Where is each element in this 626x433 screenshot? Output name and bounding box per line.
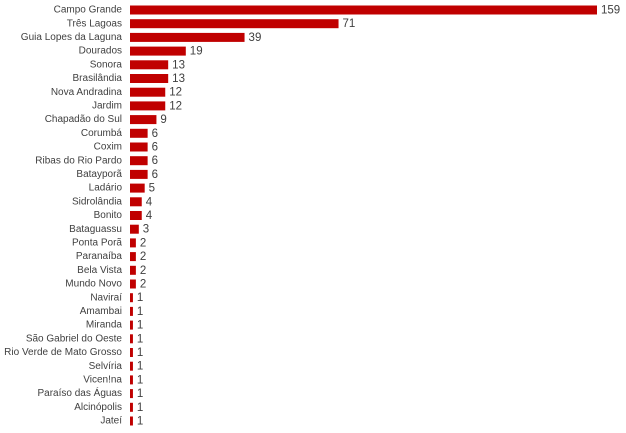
value-label: 13 [172,59,185,71]
y-tick-label: Guia Lopes da Laguna [21,32,123,43]
y-tick-label: Ribas do Rio Pardo [35,155,122,166]
value-label: 19 [190,46,203,58]
bar [130,197,142,207]
bar [130,211,142,220]
bar [130,128,148,138]
bar [130,306,133,316]
value-label: 2 [140,251,146,263]
y-tick-label: Bela Vista [77,265,122,276]
y-tick-label: Bonito [94,210,123,221]
value-label: 2 [140,265,146,277]
y-tick-label: Vicen!na [83,375,122,386]
value-label: 6 [152,155,158,167]
value-label: 1 [137,388,143,400]
bar [130,142,148,152]
value-label: 1 [137,347,143,359]
bar [130,5,597,15]
bar [130,224,139,234]
y-tick-label: Mundo Novo [65,279,122,290]
value-label: 159 [601,5,620,17]
value-label: 2 [140,237,146,249]
bar [130,320,133,330]
bar [130,402,133,412]
y-tick-label: Sonora [90,59,123,70]
bar [130,265,136,275]
value-label: 6 [152,128,158,140]
y-tick-label: Dourados [79,46,122,57]
y-tick-label: Coxim [94,142,122,153]
bar [130,361,133,371]
y-tick-label: Sidrolândia [72,196,122,207]
bar [130,389,133,399]
bar [130,101,166,111]
value-label: 13 [172,73,185,85]
bar [130,334,133,344]
value-label: 1 [137,320,143,332]
value-label: 1 [137,306,143,318]
y-tick-label: São Gabriel do Oeste [26,333,123,344]
bar [130,46,186,56]
value-label: 6 [152,142,158,154]
y-tick-label: Jateí [100,416,122,427]
y-tick-label: Bataguassu [69,224,122,235]
y-tick-label: Brasilândia [73,73,123,84]
y-tick-label: Ladário [89,183,123,194]
value-label: 71 [343,18,356,30]
bar [130,32,245,42]
y-tick-label: Nova Andradina [51,87,123,98]
value-label: 1 [137,361,143,373]
y-tick-label: Paraíso das Águas [38,386,123,399]
y-tick-label: Amambai [80,306,122,317]
y-tick-label: Batayporã [76,169,122,180]
bar [130,293,133,303]
y-tick-label: Miranda [86,320,123,331]
bar [130,375,133,385]
bar [130,74,169,83]
value-label: 12 [169,100,182,112]
y-tick-label: Jardim [92,101,122,112]
value-label: 4 [146,210,153,222]
bar [130,416,133,426]
y-tick-label: Rio Verde de Mato Grosso [4,347,122,358]
bar [130,87,166,97]
value-label: 3 [143,224,149,236]
value-label: 39 [249,32,262,44]
y-tick-label: Alcinópolis [74,402,122,413]
y-tick-label: Paranaíba [76,251,123,262]
bar [130,183,145,193]
bar [130,115,157,125]
y-tick-label: Chapadão do Sul [45,114,122,125]
value-label: 5 [149,183,155,195]
y-tick-label: Ponta Porã [72,238,122,249]
value-label: 1 [137,292,143,304]
value-label: 12 [169,87,182,99]
bar [130,169,148,179]
y-tick-label: Selvíria [89,361,123,372]
value-label: 1 [137,374,143,386]
bar [130,279,136,289]
bar [130,156,148,166]
value-label: 4 [146,196,153,208]
y-tick-label: Três Lagoas [67,18,122,29]
bar [130,60,169,70]
bar [130,252,136,262]
value-label: 1 [137,416,143,428]
value-label: 1 [137,333,143,345]
bar [130,19,339,29]
value-label: 1 [137,402,143,414]
bar [130,238,136,248]
value-label: 2 [140,279,146,291]
y-tick-label: Naviraí [90,292,122,303]
y-tick-label: Corumbá [81,128,123,139]
value-label: 6 [152,169,158,181]
bar [130,348,133,357]
y-tick-label: Campo Grande [54,5,123,16]
value-label: 9 [160,114,166,126]
